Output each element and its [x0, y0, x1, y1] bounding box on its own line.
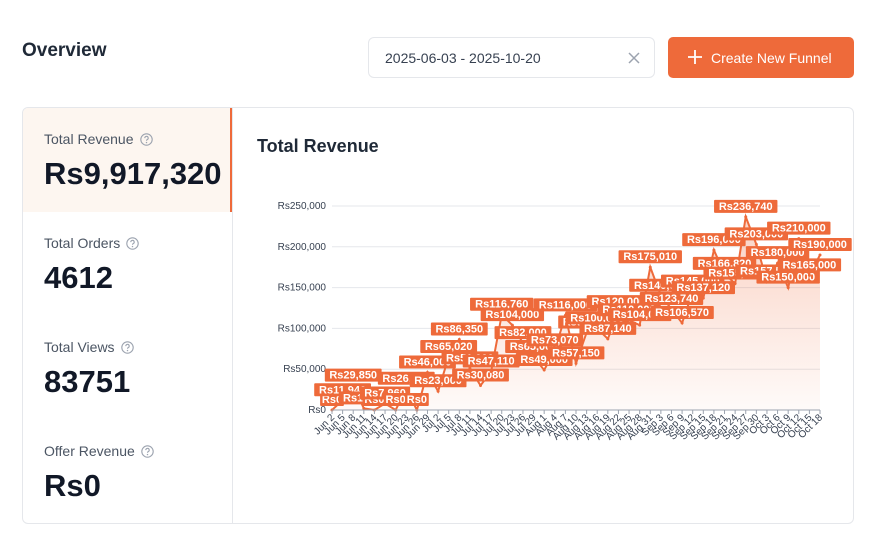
stat-item[interactable]: Total Views 83751	[23, 316, 232, 420]
stat-label-text: Total Views	[44, 339, 115, 355]
stat-value: 83751	[44, 364, 131, 399]
stat-item[interactable]: Total Revenue Rs9,917,320	[23, 108, 232, 212]
stat-label-text: Total Orders	[44, 235, 121, 251]
date-range-picker[interactable]: 2025-06-03 - 2025-10-20	[368, 37, 655, 78]
overview-card: Total Revenue Rs9,917,320 Total Orders 4612…	[22, 107, 854, 524]
stat-label: Total Revenue	[44, 131, 153, 147]
date-range-text: 2025-06-03 - 2025-10-20	[385, 50, 541, 66]
create-funnel-button[interactable]: Create New Funnel	[668, 37, 854, 78]
help-icon[interactable]	[139, 133, 153, 146]
stat-value: Rs0	[44, 468, 101, 503]
stats-panel: Total Revenue Rs9,917,320 Total Orders 4612…	[23, 108, 233, 523]
stat-item[interactable]: Offer Revenue Rs0	[23, 420, 232, 523]
stat-label-text: Offer Revenue	[44, 443, 135, 459]
stat-label: Offer Revenue	[44, 443, 154, 459]
stat-label-text: Total Revenue	[44, 131, 134, 147]
page-title: Overview	[22, 40, 107, 61]
stat-value: 4612	[44, 260, 113, 295]
help-icon[interactable]	[126, 237, 139, 250]
clear-icon[interactable]	[628, 52, 640, 64]
stat-item[interactable]: Total Orders 4612	[23, 212, 232, 316]
help-icon[interactable]	[141, 445, 154, 458]
stat-label: Total Orders	[44, 235, 139, 251]
stat-value: Rs9,917,320	[44, 156, 222, 191]
plus-icon	[688, 50, 702, 64]
stat-label: Total Views	[44, 339, 134, 355]
help-icon[interactable]	[120, 341, 134, 354]
button-label: Create New Funnel	[711, 50, 832, 66]
